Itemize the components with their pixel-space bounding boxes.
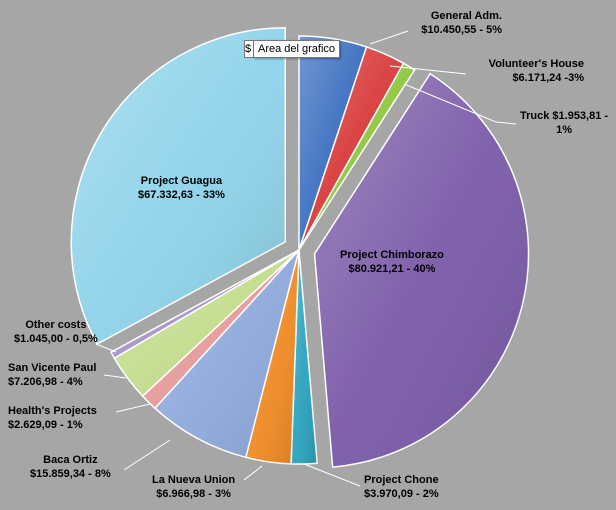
leader-line-truck bbox=[403, 83, 517, 125]
label-la-nueva-union: La Nueva Union $6.966,98 - 3% bbox=[152, 474, 236, 500]
leader-line-volunteers-house bbox=[389, 65, 467, 75]
leader-line-project-chone bbox=[303, 463, 361, 487]
leader-line-san-vicente-paul bbox=[103, 374, 127, 379]
label-project-chimborazo: Project Chimborazo $80.921,21 - 40% bbox=[340, 249, 444, 275]
label-truck: Truck $1.953,81 - 1% bbox=[520, 110, 609, 136]
leader-line-la-nueva-union bbox=[243, 465, 263, 481]
label-baca-ortiz: Baca Ortiz $15.859,34 - 8% bbox=[30, 454, 111, 480]
leader-line-healths-projects bbox=[115, 403, 151, 413]
label-other-costs: Other costs $1.045,00 - 0,5% bbox=[14, 319, 98, 345]
label-general-adm: General Adm. $10.450,55 - 5% bbox=[421, 10, 502, 36]
label-san-vicente-paul: San Vicente Paul $7.206,98 - 4% bbox=[8, 362, 97, 388]
label-project-chone: Project Chone $3.970,09 - 2% bbox=[364, 474, 439, 500]
leader-line-general-adm bbox=[369, 30, 409, 45]
leader-line-other-costs bbox=[95, 343, 117, 353]
tooltip-text: Area del grafico bbox=[253, 40, 341, 58]
label-volunteers-house: Volunteer's House $6.171,24 -3% bbox=[488, 58, 584, 84]
leader-line-baca-ortiz bbox=[123, 439, 171, 471]
label-project-guagua: Project Guagua $67.332,63 - 33% bbox=[138, 175, 225, 201]
label-healths-projects: Health's Projects $2.629,09 - 1% bbox=[8, 405, 97, 431]
